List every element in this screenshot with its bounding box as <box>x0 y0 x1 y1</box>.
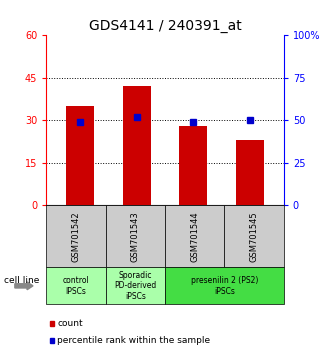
Text: GSM701544: GSM701544 <box>190 211 199 262</box>
Bar <box>122 86 151 205</box>
Text: Sporadic
PD-derived
iPSCs: Sporadic PD-derived iPSCs <box>114 271 156 301</box>
Text: count: count <box>57 319 83 329</box>
Bar <box>66 106 94 205</box>
Text: cell line: cell line <box>4 276 40 285</box>
Text: GSM701543: GSM701543 <box>131 211 140 262</box>
Title: GDS4141 / 240391_at: GDS4141 / 240391_at <box>89 19 241 33</box>
Text: GSM701545: GSM701545 <box>249 211 259 262</box>
Text: control
IPSCs: control IPSCs <box>62 276 89 296</box>
Bar <box>236 140 264 205</box>
Text: percentile rank within the sample: percentile rank within the sample <box>57 336 211 346</box>
Text: presenilin 2 (PS2)
iPSCs: presenilin 2 (PS2) iPSCs <box>191 276 258 296</box>
Text: GSM701542: GSM701542 <box>71 211 81 262</box>
Bar <box>179 126 208 205</box>
